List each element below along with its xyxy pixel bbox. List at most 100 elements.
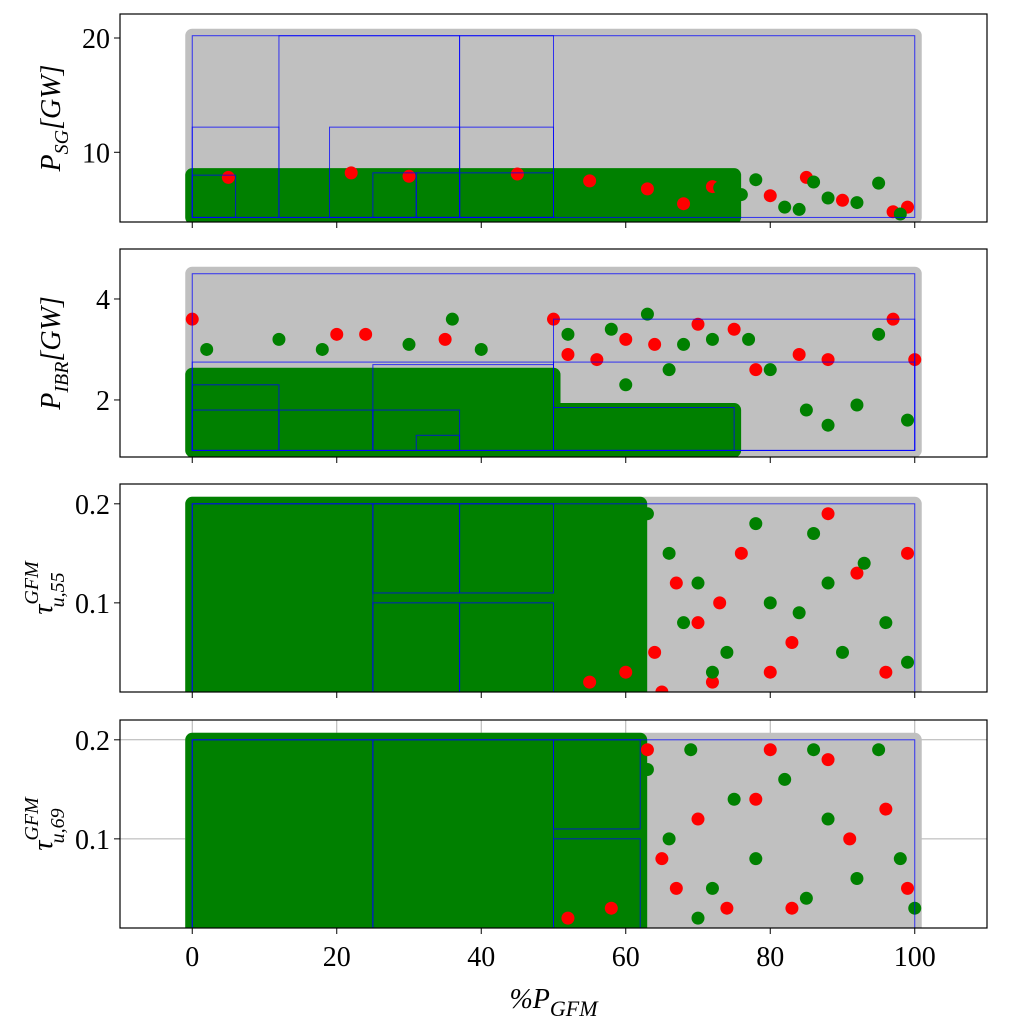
y-axis-label: τGFM u,55 <box>21 560 69 615</box>
point <box>691 193 705 207</box>
point <box>763 363 777 377</box>
point <box>749 173 763 187</box>
point <box>785 901 799 915</box>
point <box>677 197 691 211</box>
point <box>850 871 864 885</box>
point <box>640 307 654 321</box>
point <box>843 832 857 846</box>
point <box>684 743 698 757</box>
point <box>604 322 618 336</box>
point <box>561 327 575 341</box>
point <box>561 348 575 362</box>
region-box <box>553 407 735 451</box>
plot-area <box>120 720 987 928</box>
point <box>640 507 654 521</box>
point <box>677 337 691 351</box>
y-axis-label: τGFM u,69 <box>21 796 69 851</box>
point <box>792 348 806 362</box>
label-sub: u,55 <box>47 572 69 607</box>
point <box>713 181 727 195</box>
point <box>807 175 821 189</box>
point <box>655 177 669 191</box>
region-box <box>191 174 237 218</box>
point <box>727 792 741 806</box>
point <box>893 207 907 221</box>
point <box>705 332 719 346</box>
point <box>677 616 691 630</box>
point <box>821 753 835 767</box>
label-main: τ <box>28 840 59 851</box>
point <box>836 193 849 207</box>
point <box>590 353 604 367</box>
point <box>879 665 893 679</box>
point <box>821 418 835 432</box>
point <box>901 413 915 427</box>
point <box>836 645 849 659</box>
x-tick-label: 80 <box>756 942 784 973</box>
x-tick-label: 40 <box>467 942 495 973</box>
point <box>330 327 344 341</box>
label-sub: IBR <box>51 362 73 394</box>
point <box>799 891 813 905</box>
dense-region <box>185 168 742 222</box>
point <box>359 327 373 341</box>
point <box>344 166 358 180</box>
point <box>901 546 915 560</box>
point <box>402 169 416 183</box>
x-tick-label: 20 <box>323 942 351 973</box>
point <box>799 403 813 417</box>
label-sup: GFM <box>21 796 43 841</box>
point <box>691 576 705 590</box>
axes-frame <box>119 483 988 693</box>
point <box>669 576 683 590</box>
point <box>705 665 719 679</box>
point <box>778 772 792 786</box>
point <box>749 792 763 806</box>
point <box>655 685 669 692</box>
point <box>662 546 676 560</box>
plot-area <box>185 28 922 222</box>
point <box>872 743 886 757</box>
x-axis-label: %PGFM <box>509 984 599 1021</box>
point <box>850 196 864 210</box>
point <box>872 176 886 190</box>
point <box>727 322 741 336</box>
point <box>821 507 835 521</box>
region-box <box>553 739 641 830</box>
axes-frame <box>119 13 988 223</box>
label-rest: [GW] <box>36 65 67 130</box>
point <box>648 337 662 351</box>
point <box>893 852 907 866</box>
point <box>691 616 705 630</box>
point <box>640 743 654 757</box>
point <box>763 189 777 203</box>
point <box>763 596 777 610</box>
axes-frame <box>119 719 988 929</box>
point <box>821 353 835 367</box>
point <box>221 170 235 184</box>
point <box>662 363 676 377</box>
label-sub: GFM <box>550 996 599 1021</box>
point <box>315 342 329 356</box>
point <box>720 645 734 659</box>
label-main: P <box>36 154 67 172</box>
point <box>821 576 835 590</box>
point <box>619 665 633 679</box>
point <box>583 174 597 188</box>
point <box>402 337 416 351</box>
panel: 2 4 PIBR[GW] <box>36 248 988 463</box>
point <box>561 911 575 925</box>
point <box>872 327 886 341</box>
y-axis-label: PIBR[GW] <box>36 296 73 411</box>
point <box>510 167 524 181</box>
point <box>807 527 821 541</box>
axes-frame <box>119 248 988 458</box>
point <box>778 200 792 214</box>
point <box>879 802 893 816</box>
label-main: %P <box>509 984 549 1015</box>
point <box>619 185 633 199</box>
point <box>821 812 835 826</box>
y-tick-label: 0.1 <box>75 589 110 620</box>
